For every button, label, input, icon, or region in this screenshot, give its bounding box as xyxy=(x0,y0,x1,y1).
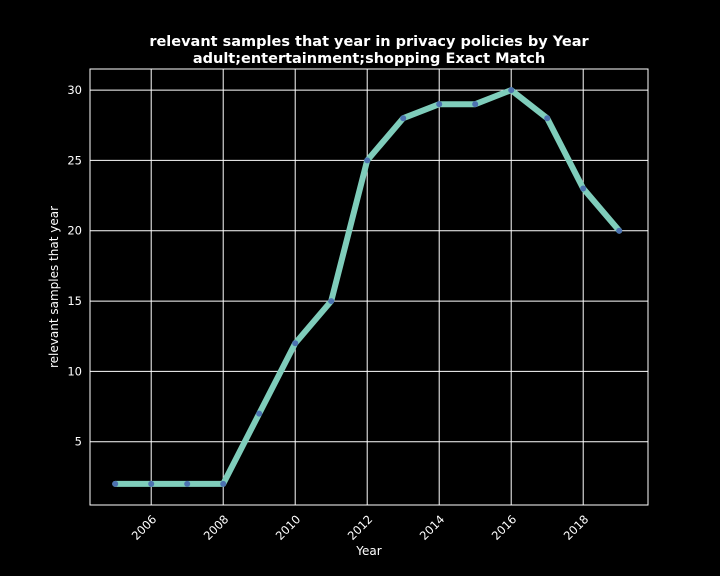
data-point xyxy=(292,340,299,347)
y-tick-label: 25 xyxy=(67,153,82,167)
y-tick-label: 15 xyxy=(67,294,82,308)
data-point xyxy=(508,87,515,94)
y-tick-label: 10 xyxy=(67,364,82,378)
y-tick-label: 20 xyxy=(67,224,82,238)
data-point xyxy=(472,101,479,108)
data-point xyxy=(256,410,263,417)
x-axis-label: Year xyxy=(355,544,381,558)
data-point xyxy=(328,298,335,305)
chart-title-line-1: relevant samples that year in privacy po… xyxy=(149,34,589,50)
plot-area-frame xyxy=(89,68,649,506)
data-point xyxy=(220,480,227,487)
data-point xyxy=(112,480,119,487)
data-point xyxy=(544,115,551,122)
y-tick-label: 5 xyxy=(75,435,82,449)
data-point xyxy=(580,185,587,192)
y-tick-label: 30 xyxy=(67,83,82,97)
data-point xyxy=(148,480,155,487)
data-point xyxy=(184,480,191,487)
series-layer xyxy=(112,87,623,487)
data-point xyxy=(400,115,407,122)
data-point xyxy=(436,101,443,108)
data-point xyxy=(364,157,371,164)
data-point xyxy=(616,227,623,234)
grid xyxy=(90,69,648,505)
chart-title-line-2: adult;entertainment;shopping Exact Match xyxy=(193,51,545,67)
y-axis-label: relevant samples that year xyxy=(47,206,61,368)
